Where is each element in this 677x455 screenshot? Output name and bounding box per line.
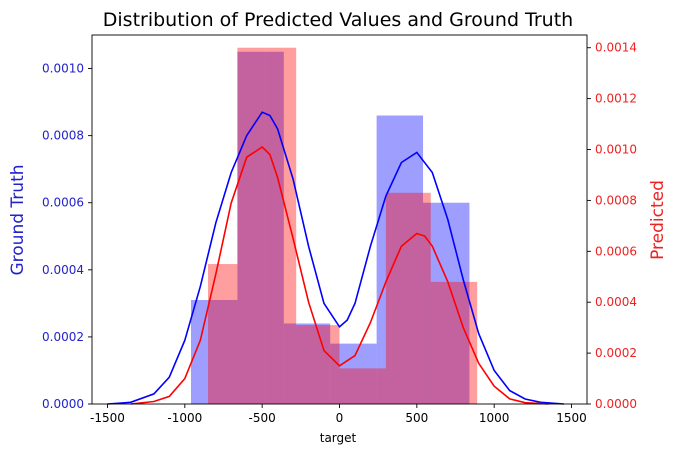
x-tick-label: 1500 <box>556 411 587 425</box>
x-axis-label: target <box>320 431 357 445</box>
right-y-tick-label: 0.0002 <box>595 346 637 360</box>
ground-truth-bar-1 <box>237 51 284 404</box>
y-axis-label-left: Ground Truth <box>8 164 28 275</box>
ground-truth-kde-line <box>107 111 564 405</box>
left-y-tick-label: 0.0008 <box>42 129 84 143</box>
right-y-tick-label: 0.0012 <box>595 92 637 106</box>
ground-truth-bar-4 <box>376 115 424 404</box>
x-tick-label: -1500 <box>90 411 125 425</box>
predicted-bar-2 <box>265 47 297 405</box>
right-y-tick-label: 0.0006 <box>595 244 637 258</box>
right-y-tick-label: 0.0004 <box>595 295 637 309</box>
predicted-bar-1 <box>237 47 266 405</box>
histogram-bars <box>191 47 478 405</box>
predicted-bar-5 <box>385 192 431 404</box>
x-tick-label: -500 <box>249 411 276 425</box>
predicted-kde-line <box>130 145 549 405</box>
right-y-tick-label: 0.0014 <box>595 41 637 55</box>
x-tick-label: 500 <box>405 411 428 425</box>
kde-lines <box>107 111 564 405</box>
x-tick-label: 1000 <box>479 411 510 425</box>
x-tick-label: -1000 <box>167 411 202 425</box>
left-y-tick-label: 0.0004 <box>42 263 84 277</box>
ground-truth-bar-2 <box>283 323 331 404</box>
y-axis-label-right: Predicted <box>648 180 668 260</box>
left-y-tick-label: 0.0000 <box>42 397 84 411</box>
left-y-tick-label: 0.0006 <box>42 196 84 210</box>
ground-truth-bar-0 <box>191 300 238 404</box>
x-tick-label: 0 <box>336 411 344 425</box>
ground-truth-bar-5 <box>423 202 470 404</box>
chart-title: Distribution of Predicted Values and Gro… <box>103 9 573 31</box>
ground-truth-bar-3 <box>330 343 377 404</box>
predicted-bar-0 <box>208 264 238 404</box>
predicted-bar-3 <box>296 325 340 404</box>
right-y-tick-label: 0.0010 <box>595 143 637 157</box>
predicted-bar-4 <box>339 368 386 404</box>
axes: -1500 -1000 -500 0 500 1000 1500 0.0000 0.0002 0.… <box>42 34 637 425</box>
left-y-tick-label: 0.0002 <box>42 330 84 344</box>
right-y-tick-label: 0.0000 <box>595 397 637 411</box>
right-y-tick-label: 0.0008 <box>595 193 637 207</box>
left-y-tick-label: 0.0010 <box>42 62 84 76</box>
